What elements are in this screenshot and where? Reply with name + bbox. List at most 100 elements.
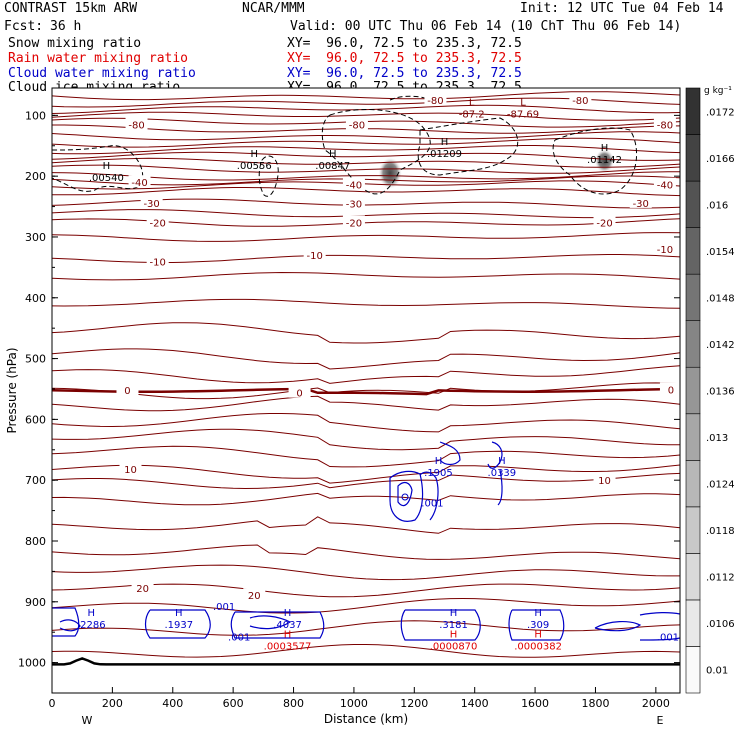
extremum-marker: H: [435, 456, 443, 467]
cloud-water-contour: [639, 612, 681, 641]
cloud-water-contour: [419, 471, 439, 521]
cloud-water-contour: [508, 609, 565, 641]
isotherm-line: [51, 644, 681, 658]
isotherm-line: [51, 209, 681, 219]
y-tick-label: 1000: [18, 657, 46, 670]
cloud-water-contour: [144, 609, 211, 639]
colorbar-tick-label: .0166: [706, 154, 735, 165]
isotherm-label-bg: [342, 215, 365, 228]
extremum-value: .00847: [315, 161, 350, 172]
colorbar-tick-label: .0118: [706, 526, 735, 537]
colorbar-tick-label: .016: [706, 200, 728, 211]
x-axis-west-label: W: [82, 714, 93, 727]
extremum-value: -87.69: [507, 109, 539, 120]
field-name-rain: Rain water mixing ratio: [8, 51, 189, 66]
isotherm-label: -80: [572, 96, 588, 107]
y-tick-label: 700: [25, 474, 46, 487]
isotherm-line: [51, 620, 681, 636]
cloud-ice-contour: [552, 127, 638, 195]
isotherm-label: -10: [307, 251, 323, 262]
isotherm-line: [51, 564, 680, 581]
colorbar: 0.01 .0106 .0112 .0118 .0124 .013 .0136 .0142 .0…: [685, 86, 735, 694]
isotherm-line: [51, 413, 681, 433]
isotherm-label-bg: [303, 248, 326, 261]
x-tick-label: 1600: [521, 697, 549, 710]
colorbar-swatch: [685, 320, 701, 368]
extremum-value: .0000382: [514, 641, 562, 652]
colorbar-tick-label: .0106: [706, 619, 735, 630]
isotherm-label-bg: [653, 177, 676, 190]
y-tick-label: 200: [25, 170, 46, 183]
extremum-value: .0339: [488, 468, 517, 479]
extremum-value: -87.2: [459, 109, 485, 120]
extremum-marker: H: [534, 629, 542, 640]
isotherm-label-bg: [131, 580, 154, 593]
colorbar-tick-label: .013: [706, 433, 728, 444]
isotherm-label: -40: [131, 178, 147, 189]
cloud-water-center: [401, 493, 409, 501]
extremum-value: .2286: [77, 620, 106, 631]
plot-frame: [51, 87, 681, 694]
isotherm-label: -80: [427, 96, 443, 107]
extremum-marker: H: [87, 608, 95, 619]
field-xy-snow: XY= 96.0, 72.5 to 235.3, 72.5: [287, 36, 522, 51]
colorbar-tick-label: .0136: [706, 387, 735, 398]
extremum-value: .001: [228, 632, 250, 643]
isotherm-line: [51, 164, 681, 174]
field-xy-cloud-water: XY= 96.0, 72.5 to 235.3, 72.5: [287, 66, 522, 81]
extremum-marker: H: [284, 629, 292, 640]
isotherm-label-bg: [146, 215, 169, 228]
colorbar-tick-label: .0124: [706, 480, 735, 491]
cloud-water-contour: [230, 611, 325, 639]
colorbar-tick-label: .0112: [706, 573, 735, 584]
extremum-value: .001: [657, 632, 679, 643]
isotherm-line: [51, 187, 681, 197]
isotherm-line: [51, 428, 680, 451]
y-tick-label: 900: [25, 596, 46, 609]
cloud-water-contour: [497, 469, 503, 506]
x-tick-label: 400: [162, 697, 183, 710]
y-axis-title: Pressure (hPa): [5, 347, 19, 433]
colorbar-swatch: [685, 87, 701, 135]
isotherm-label: 10: [124, 465, 137, 476]
x-tick-label: 2000: [642, 697, 670, 710]
isotherm-label: -30: [143, 199, 159, 210]
isotherm-label: -80: [128, 120, 144, 131]
extremum-marker: H: [251, 149, 259, 160]
isotherm-line: [51, 382, 681, 400]
isotherm-line: [51, 322, 681, 344]
isotherm-label-bg: [342, 196, 365, 209]
colorbar-swatch: [685, 460, 701, 508]
x-tick-label: 800: [283, 697, 304, 710]
field-name-cloud-water: Cloud water mixing ratio: [8, 66, 196, 81]
colorbar-swatch: [685, 273, 701, 321]
isotherm-label: 0: [296, 389, 302, 400]
cloud-water-contour: [249, 615, 292, 630]
isotherm-line: [51, 492, 681, 506]
isotherm-line: [51, 395, 681, 412]
isotherm-label-bg: [125, 117, 148, 130]
isotherm-line: [51, 365, 681, 384]
isotherm-line: [51, 472, 681, 490]
isotherm-line: [51, 298, 681, 309]
terrain-line: [52, 657, 680, 666]
isotherm-label-bg: [629, 195, 652, 208]
isotherm-label-bg: [128, 175, 151, 188]
x-tick-label: 0: [49, 697, 56, 710]
y-tick-label: 800: [25, 535, 46, 548]
isotherm-line: [51, 348, 681, 370]
isotherm-label: -30: [633, 199, 649, 210]
isotherm-label-bg: [593, 473, 616, 486]
extremum-marker: H: [498, 456, 506, 467]
extremum-marker: H: [601, 143, 609, 154]
extremum-value: .0000870: [430, 641, 478, 652]
extremum-marker: H: [329, 149, 337, 160]
colorbar-tick-label: .0148: [706, 293, 735, 304]
isotherm-line: [51, 111, 681, 121]
cloud-ice-contour: [389, 95, 431, 101]
colorbar-swatch: [685, 413, 701, 461]
extremum-value: .001: [213, 602, 235, 613]
isotherm-label: 20: [136, 584, 149, 595]
isotherm-line: [51, 445, 681, 468]
